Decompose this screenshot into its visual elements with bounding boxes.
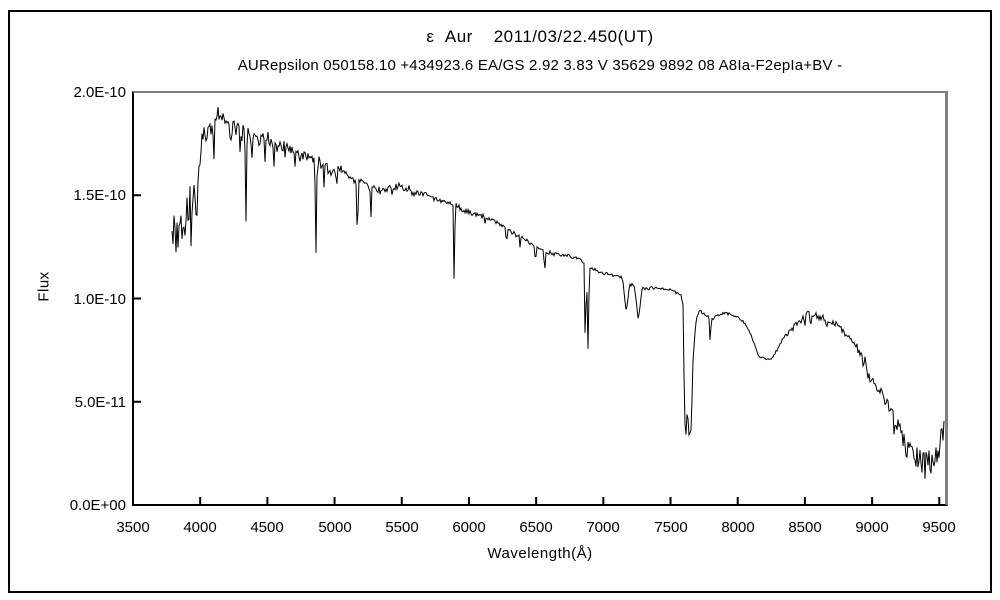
y-axis-tick-label: 1.0E-10 bbox=[73, 291, 126, 308]
x-axis-tick-label: 8500 bbox=[788, 519, 822, 536]
plot-frame bbox=[132, 91, 948, 506]
x-axis-tick-label: 7000 bbox=[586, 519, 620, 536]
x-axis-tick-label: 5500 bbox=[385, 519, 419, 536]
x-axis-tick-label: 5000 bbox=[318, 519, 352, 536]
x-axis-tick-label: 3500 bbox=[116, 519, 150, 536]
x-axis-tick-label: 7500 bbox=[654, 519, 688, 536]
chart-subtitle: AURepsilon 050158.10 +434923.6 EA/GS 2.9… bbox=[237, 57, 843, 74]
outer-border bbox=[8, 10, 992, 593]
y-axis-title: Flux bbox=[35, 271, 53, 302]
spectrum-curve bbox=[171, 106, 945, 479]
x-axis-title: Wavelength(Å) bbox=[487, 545, 593, 562]
x-axis-tick-label: 4500 bbox=[250, 519, 284, 536]
y-axis-tick-label: 0.0E+00 bbox=[69, 497, 126, 514]
x-axis-tick-label: 4000 bbox=[183, 519, 217, 536]
x-axis-tick-label: 9500 bbox=[922, 519, 956, 536]
x-axis-tick-label: 9000 bbox=[855, 519, 889, 536]
x-axis-tick-label: 6000 bbox=[452, 519, 486, 536]
chart-title: ε Aur 2011/03/22.450(UT) bbox=[426, 27, 654, 46]
x-axis-tick-label: 6500 bbox=[519, 519, 553, 536]
x-axis-tick-label: 8000 bbox=[721, 519, 755, 536]
y-axis-tick-label: 5.0E-11 bbox=[74, 394, 126, 411]
y-axis-tick-label: 1.5E-10 bbox=[73, 187, 126, 204]
y-axis-tick-label: 2.0E-10 bbox=[73, 84, 126, 101]
